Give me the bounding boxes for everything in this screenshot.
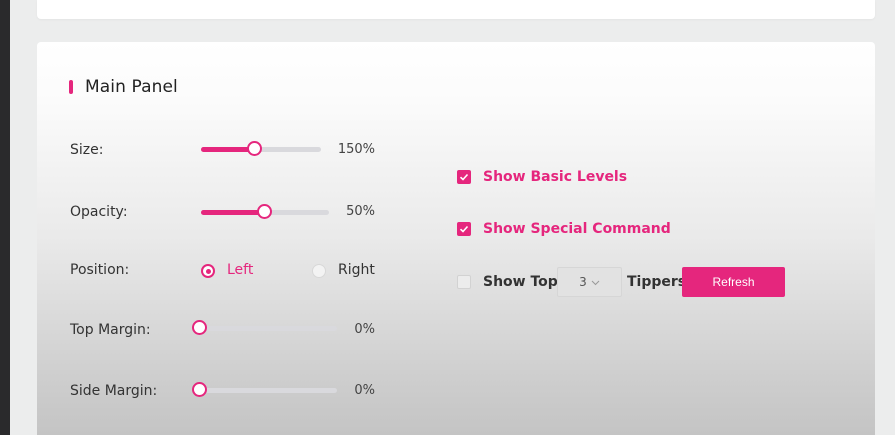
top-count-value: 3 — [579, 275, 587, 289]
check-icon — [459, 225, 469, 233]
position-right-label[interactable]: Right — [338, 262, 375, 278]
size-label: Size: — [70, 142, 104, 158]
panel-title: Main Panel — [69, 75, 178, 99]
position-label: Position: — [70, 262, 130, 278]
check-icon — [459, 173, 469, 181]
panel-title-text: Main Panel — [85, 77, 178, 97]
side-margin-slider[interactable] — [192, 382, 337, 397]
main-panel-card — [37, 42, 875, 435]
show-special-command-checkbox[interactable] — [457, 222, 471, 236]
opacity-slider[interactable] — [201, 204, 329, 219]
top-margin-slider-handle[interactable] — [192, 320, 207, 335]
show-top-checkbox[interactable] — [457, 275, 471, 289]
show-basic-levels-checkbox[interactable] — [457, 170, 471, 184]
opacity-slider-fill — [201, 210, 265, 215]
side-margin-slider-handle[interactable] — [192, 382, 207, 397]
opacity-label: Opacity: — [70, 204, 128, 220]
top-count-select[interactable]: 3 — [557, 267, 622, 297]
side-margin-label: Side Margin: — [70, 383, 158, 399]
opacity-value: 50% — [346, 204, 375, 219]
position-left-label[interactable]: Left — [227, 262, 254, 278]
refresh-button[interactable]: Refresh — [682, 267, 785, 297]
size-slider-fill — [201, 147, 255, 152]
opacity-slider-handle[interactable] — [257, 204, 272, 219]
top-card — [37, 0, 875, 19]
show-special-command-label[interactable]: Show Special Command — [483, 221, 671, 237]
chevron-down-icon — [591, 275, 600, 289]
size-value: 150% — [337, 142, 375, 157]
show-basic-levels-label[interactable]: Show Basic Levels — [483, 169, 628, 185]
top-margin-label: Top Margin: — [70, 322, 151, 338]
side-margin-value: 0% — [354, 383, 375, 398]
position-left-radio[interactable] — [201, 264, 215, 278]
top-margin-value: 0% — [354, 322, 375, 337]
size-slider[interactable] — [201, 141, 321, 156]
show-top-label[interactable]: Show Top — [483, 274, 558, 290]
title-accent-bar — [69, 80, 73, 94]
top-margin-slider[interactable] — [192, 320, 337, 335]
tippers-label: Tippers — [627, 274, 687, 290]
position-right-radio[interactable] — [312, 264, 326, 278]
size-slider-handle[interactable] — [247, 141, 262, 156]
